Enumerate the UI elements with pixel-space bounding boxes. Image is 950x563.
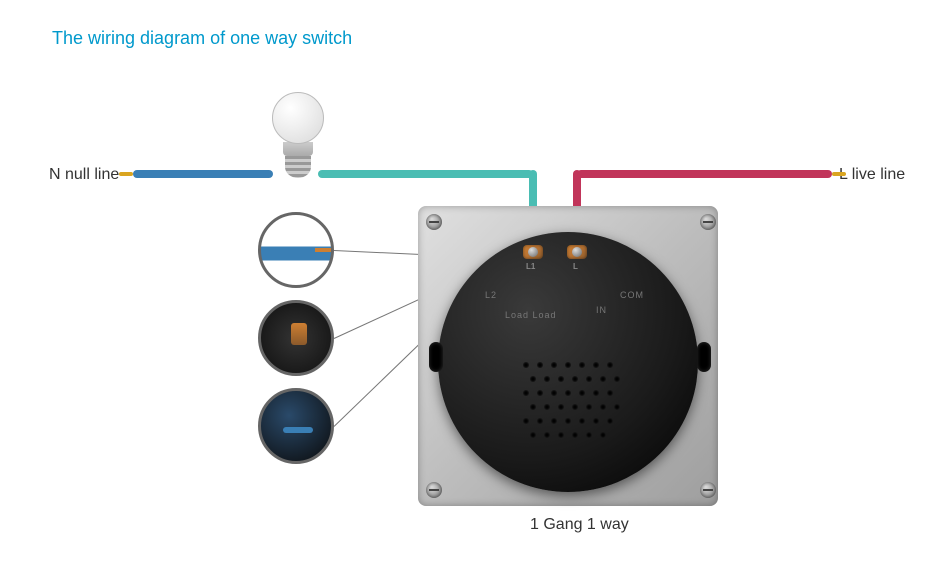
vent-hole	[558, 432, 564, 438]
mounting-slot	[429, 342, 443, 372]
vent-hole	[544, 376, 550, 382]
vent-hole	[572, 432, 578, 438]
terminal-arc-label: IN	[596, 305, 607, 315]
vent-hole	[551, 418, 557, 424]
vent-hole	[565, 362, 571, 368]
vent-hole	[607, 390, 613, 396]
vent-hole	[523, 418, 529, 424]
terminal-arc-label: Load Load	[505, 310, 557, 320]
vent-hole	[551, 390, 557, 396]
terminal-l1	[523, 245, 543, 259]
terminal-l	[567, 245, 587, 259]
null-line-label: N null line	[49, 166, 119, 184]
vent-hole	[572, 404, 578, 410]
vent-hole	[537, 390, 543, 396]
vent-hole	[572, 376, 578, 382]
vent-hole	[537, 362, 543, 368]
vent-hole	[593, 362, 599, 368]
detail-view	[258, 300, 334, 376]
diagram-title: The wiring diagram of one way switch	[52, 28, 352, 49]
frame-screw	[700, 214, 716, 230]
frame-screw	[426, 482, 442, 498]
frame-screw	[426, 214, 442, 230]
vent-hole	[530, 376, 536, 382]
lightbulb-icon	[270, 92, 326, 182]
vent-hole	[607, 362, 613, 368]
vent-hole	[600, 404, 606, 410]
vent-hole	[607, 418, 613, 424]
vent-hole	[579, 418, 585, 424]
vent-hole	[551, 362, 557, 368]
vent-hole	[558, 376, 564, 382]
vent-hole	[530, 432, 536, 438]
terminal-arc-label: COM	[620, 290, 644, 300]
vent-hole	[537, 418, 543, 424]
vent-hole	[614, 404, 620, 410]
vent-hole	[600, 376, 606, 382]
vent-hole	[586, 432, 592, 438]
frame-screw	[700, 482, 716, 498]
vent-hole	[565, 390, 571, 396]
vent-hole	[530, 404, 536, 410]
vent-hole	[614, 376, 620, 382]
vent-hole	[579, 362, 585, 368]
terminal-label: L1	[526, 262, 535, 271]
vent-hole	[600, 432, 606, 438]
mounting-slot	[697, 342, 711, 372]
vent-hole	[523, 362, 529, 368]
vent-hole	[523, 390, 529, 396]
vent-hole	[579, 390, 585, 396]
vent-hole	[586, 404, 592, 410]
vent-hole	[544, 432, 550, 438]
vent-hole	[593, 418, 599, 424]
detail-view	[258, 212, 334, 288]
vent-hole	[544, 404, 550, 410]
vent-hole	[565, 418, 571, 424]
vent-hole	[593, 390, 599, 396]
live-line-label: L live line	[839, 166, 905, 184]
terminal-label: L	[573, 262, 578, 271]
vent-hole	[558, 404, 564, 410]
switch-caption: 1 Gang 1 way	[530, 516, 629, 534]
vent-hole	[586, 376, 592, 382]
detail-view	[258, 388, 334, 464]
terminal-arc-label: L2	[485, 290, 497, 300]
